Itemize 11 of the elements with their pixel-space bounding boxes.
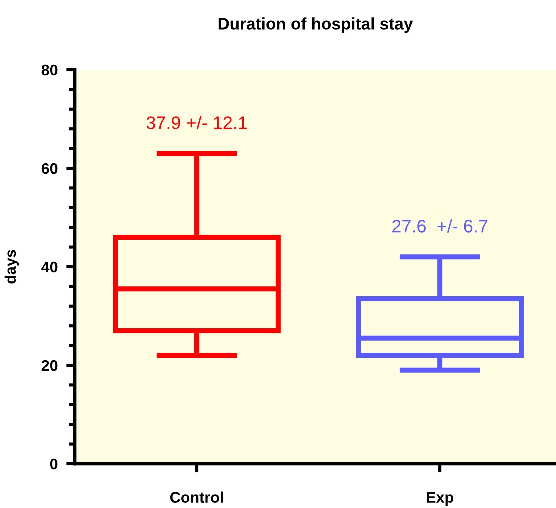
- y-tick-label: 60: [42, 163, 58, 174]
- y-tick-label: 40: [42, 262, 58, 273]
- x-tick-label: Exp: [427, 492, 454, 506]
- y-tick-label: 80: [42, 64, 58, 76]
- y-axis-title: days: [4, 250, 20, 284]
- annotation: 37.9 +/- 12.1: [146, 116, 248, 130]
- y-tick-label: 0: [50, 458, 58, 470]
- x-tick-label: Control: [170, 492, 224, 503]
- y-tick-label: 20: [42, 360, 58, 372]
- chart-title: Duration of hospital stay: [218, 18, 414, 34]
- annotation: 27.6 +/- 6.7: [392, 220, 488, 233]
